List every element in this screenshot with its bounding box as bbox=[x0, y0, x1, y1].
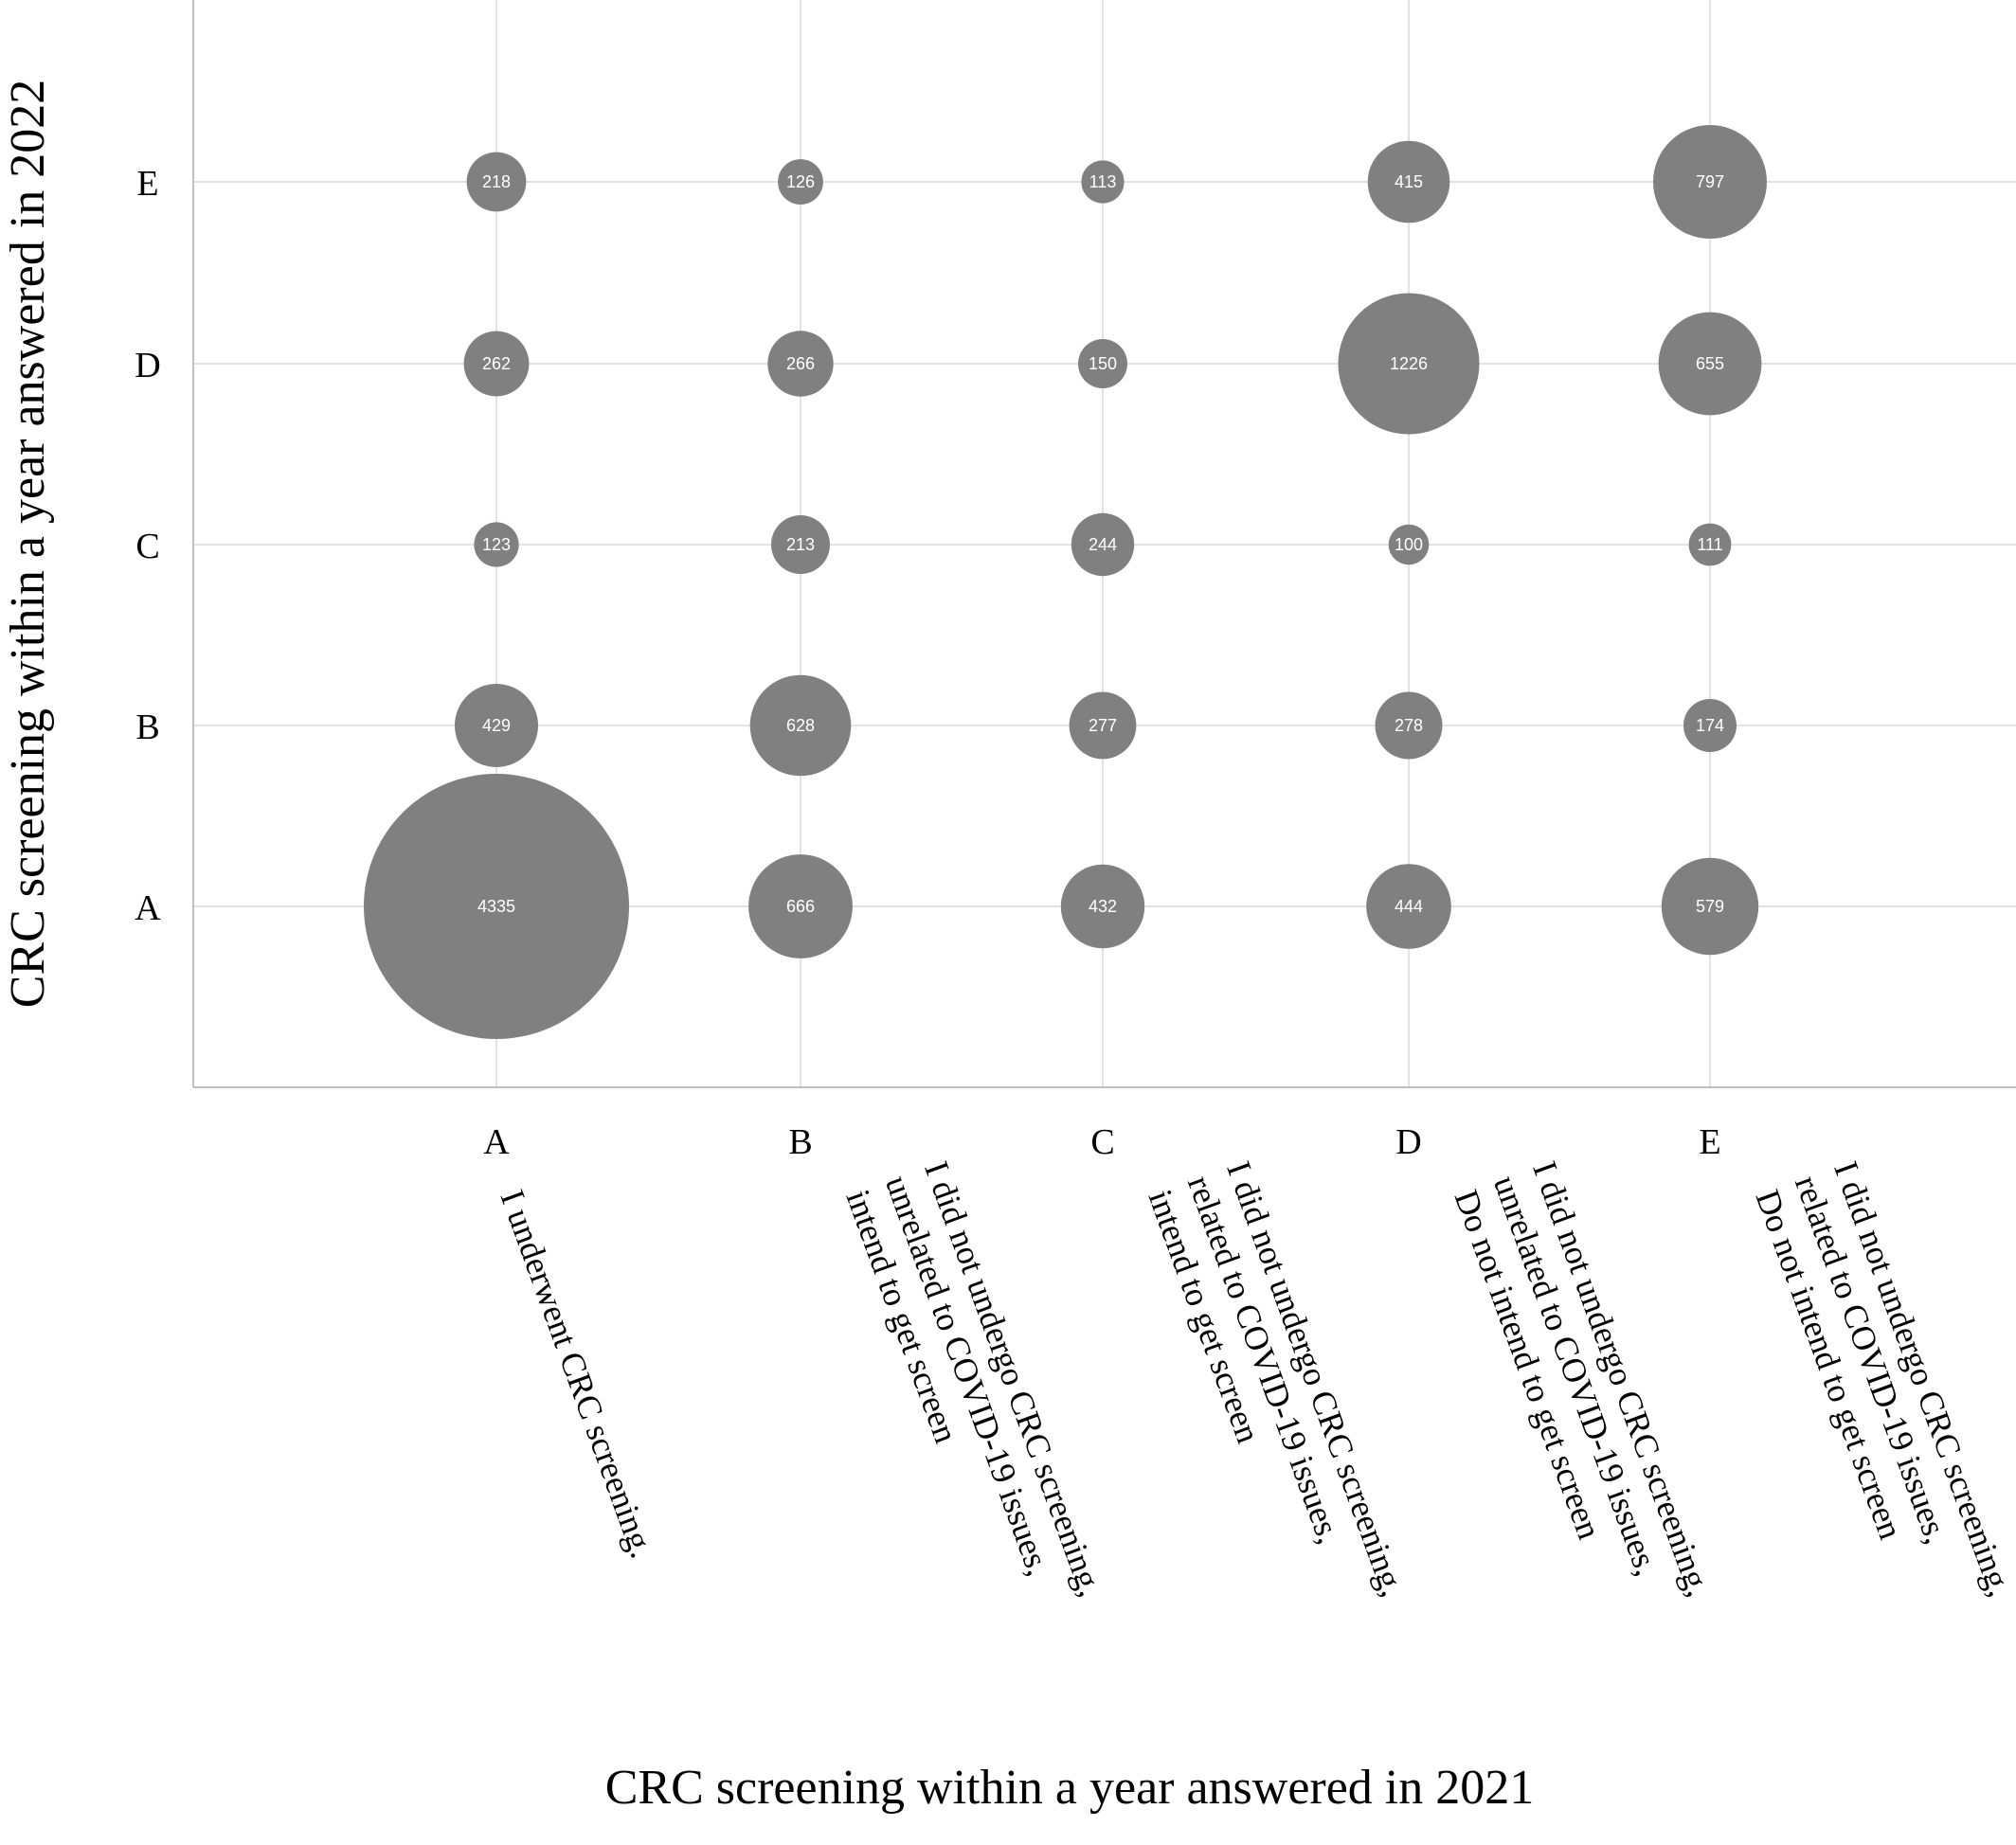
bubble-value-label: 628 bbox=[786, 716, 815, 735]
bubble-value-label: 126 bbox=[786, 172, 815, 191]
bubble-b-a bbox=[748, 854, 853, 958]
bubble-value-label: 174 bbox=[1696, 716, 1724, 735]
bubble-c-b bbox=[1069, 691, 1137, 760]
bubble-value-label: 444 bbox=[1395, 897, 1423, 916]
bubble-c-c bbox=[1071, 512, 1135, 577]
x-category-descriptions: I underwent CRC screening. I did not unde… bbox=[493, 1156, 2016, 1602]
bubble-c-d bbox=[1078, 339, 1127, 388]
bubble-layer: 4335 1226 797 666 655 628 579 444 432 429 415 278 27… bbox=[364, 125, 1767, 1039]
y-tick-label: B bbox=[135, 708, 159, 747]
bubble-value-label: 415 bbox=[1395, 172, 1423, 191]
x-axis-title: CRC screening within a year answered in … bbox=[605, 1761, 1535, 1815]
bubble-value-label: 266 bbox=[786, 354, 815, 373]
x-description-c: I did not undergo CRC screening,related … bbox=[1141, 1156, 1412, 1602]
x-tick-label: E bbox=[1699, 1122, 1720, 1162]
x-description-e: I did not undergo CRC screening,related … bbox=[1748, 1156, 2016, 1602]
y-tick-label: C bbox=[135, 527, 159, 566]
bubble-value-label: 111 bbox=[1697, 535, 1722, 554]
bubble-d-a bbox=[1366, 864, 1451, 949]
bubble-value-label: 666 bbox=[786, 897, 815, 916]
bubble-a-c bbox=[474, 522, 519, 567]
bubble-e-b bbox=[1683, 699, 1737, 752]
bubble-value-label: 432 bbox=[1089, 897, 1117, 916]
y-axis-title: CRC screening within a year answered in … bbox=[1, 80, 55, 1009]
bubble-value-label: 150 bbox=[1089, 354, 1117, 373]
bubble-value-label: 277 bbox=[1089, 716, 1117, 735]
x-tick-label: B bbox=[788, 1122, 812, 1162]
bubble-value-label: 100 bbox=[1395, 535, 1423, 554]
bubble-e-c bbox=[1688, 523, 1732, 566]
axis-layer bbox=[192, 0, 2016, 1088]
bubble-value-label: 213 bbox=[786, 535, 815, 554]
bubble-e-d bbox=[1658, 312, 1762, 416]
bubble-c-a bbox=[1060, 864, 1145, 949]
x-description-line: I underwent CRC screening. bbox=[493, 1185, 661, 1563]
bubble-b-d bbox=[767, 331, 834, 397]
bubble-d-b bbox=[1375, 691, 1443, 760]
bubble-a-a bbox=[364, 774, 629, 1039]
bubble-value-label: 262 bbox=[482, 354, 511, 373]
bubble-d-d bbox=[1338, 293, 1480, 435]
bubble-value-label: 429 bbox=[482, 716, 511, 735]
bubble-e-a bbox=[1661, 857, 1759, 956]
y-tick-labels: A B C D E bbox=[135, 164, 161, 928]
bubble-e-e bbox=[1653, 125, 1767, 239]
y-tick-label: D bbox=[135, 346, 160, 385]
bubble-c-e bbox=[1081, 160, 1125, 204]
x-description-a: I underwent CRC screening. bbox=[493, 1185, 661, 1563]
bubble-a-e bbox=[466, 152, 527, 212]
x-tick-label: D bbox=[1395, 1122, 1421, 1162]
bubble-value-label: 797 bbox=[1696, 172, 1724, 191]
bubble-b-e bbox=[778, 159, 823, 205]
bubble-value-label: 123 bbox=[482, 535, 511, 554]
bubble-b-b bbox=[749, 674, 852, 777]
bubble-value-label: 655 bbox=[1696, 354, 1724, 373]
y-tick-label: A bbox=[135, 888, 161, 928]
x-tick-labels: A B C D E bbox=[483, 1122, 1720, 1162]
bubble-value-label: 278 bbox=[1395, 716, 1423, 735]
bubble-value-label: 579 bbox=[1696, 897, 1724, 916]
bubble-a-b bbox=[455, 684, 538, 767]
x-tick-label: A bbox=[483, 1122, 510, 1162]
bubble-value-label: 218 bbox=[482, 172, 511, 191]
bubble-d-e bbox=[1367, 140, 1450, 224]
bubble-d-c bbox=[1388, 524, 1430, 565]
bubble-value-label: 244 bbox=[1089, 535, 1117, 554]
y-tick-label: E bbox=[136, 164, 158, 204]
x-description-b: I did not undergo CRC screening,unrelate… bbox=[838, 1156, 1109, 1602]
bubble-b-c bbox=[771, 515, 830, 574]
bubble-value-label: 1226 bbox=[1390, 354, 1428, 373]
x-tick-label: C bbox=[1090, 1122, 1114, 1162]
bubble-a-d bbox=[463, 331, 530, 397]
bubble-value-label: 113 bbox=[1089, 172, 1117, 191]
bubble-value-label: 4335 bbox=[477, 897, 515, 916]
x-description-d: I did not undergo CRC screening,unrelate… bbox=[1447, 1156, 1718, 1602]
